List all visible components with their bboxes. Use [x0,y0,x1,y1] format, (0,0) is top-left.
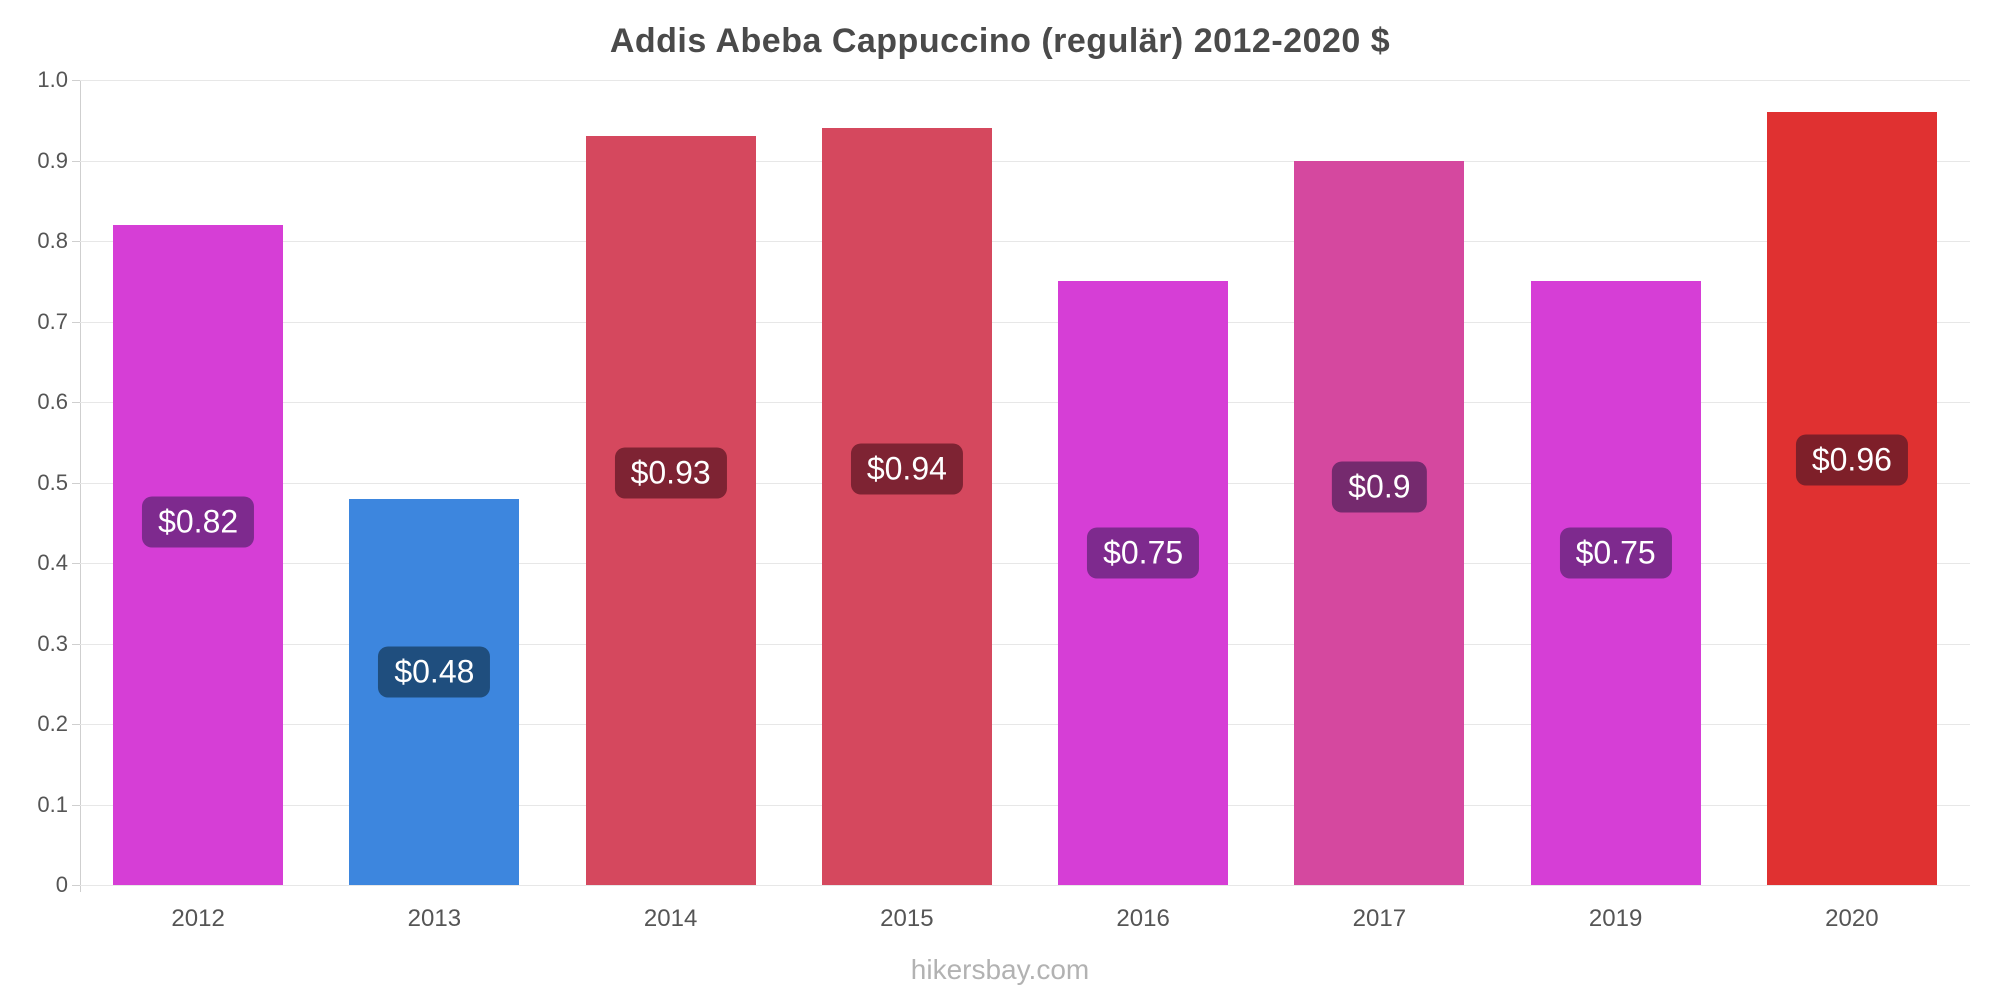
y-axis-label: 0.5 [37,469,68,495]
bar-2012[interactable] [113,224,284,885]
bar-value-badge: $0.9 [1332,461,1427,513]
x-axis-label: 2016 [1116,905,1170,932]
x-axis-label: 2019 [1588,905,1643,932]
y-axis-label: 0.1 [37,791,68,817]
x-axis-label: 2013 [407,905,462,932]
chart-title: Addis Abeba Cappuccino (regulär) 2012-20… [609,22,1391,60]
bar-value-badge: $0.96 [1795,434,1908,486]
y-axis-label: 1.0 [37,67,68,92]
y-axis-tick [72,402,80,403]
bar-value-badge: $0.93 [614,447,727,499]
gridline [80,241,1970,242]
gridline [80,80,1970,81]
y-axis-label: 0.3 [37,630,68,656]
gridline [80,160,1970,162]
y-axis-line [80,80,81,892]
x-axis-label: 2012 [171,905,225,932]
bar-2017[interactable] [1294,160,1465,885]
gridline [80,724,1970,725]
y-axis-tick [72,321,80,323]
y-axis-label: 0.8 [37,228,68,253]
bar-value-badge: $0.48 [378,646,491,698]
y-axis-label: 0 [55,872,68,897]
x-axis-label: 2020 [1825,905,1879,932]
y-axis-tick [72,482,80,484]
y-axis-tick [72,241,80,242]
bar-2014[interactable] [585,136,756,885]
x-axis-label: 2014 [643,905,698,932]
y-axis-label: 0.4 [37,550,68,575]
bar-value-badge: $0.75 [1559,527,1672,579]
gridline [80,885,1970,886]
bar-2015[interactable] [821,128,992,885]
y-axis-tick [72,885,80,886]
bar-2019[interactable] [1530,281,1701,885]
bar-value-badge: $0.94 [850,443,963,495]
bar-2016[interactable] [1058,281,1229,885]
bar-value-badge: $0.75 [1087,527,1200,579]
bar-value-badge: $0.82 [142,496,255,548]
x-axis-label: 2015 [880,905,934,932]
x-axis-label: 2017 [1352,905,1407,932]
gridline [80,563,1970,564]
plot-area: $0.82 2012 $0.48 2013 $0.93 2014 $0.94 2015 $0.7… [80,80,1970,932]
y-axis-tick [72,724,80,725]
y-axis-label: 0.6 [37,389,68,414]
y-axis-tick [72,160,80,162]
y-axis-label: 0.7 [37,308,68,334]
y-axis-tick [72,643,80,645]
gridline [80,482,1970,484]
y-axis-tick [72,80,80,81]
y-axis-tick [72,563,80,564]
y-axis-tick [72,804,80,806]
y-axis-label: 0.9 [37,147,68,173]
y-axis-label: 0.2 [37,711,68,736]
bar-2020[interactable] [1766,112,1937,885]
gridline [80,321,1970,323]
gridline [80,643,1970,645]
gridline [80,804,1970,806]
gridline [80,402,1970,403]
watermark: hikersbay.com [910,954,1090,985]
